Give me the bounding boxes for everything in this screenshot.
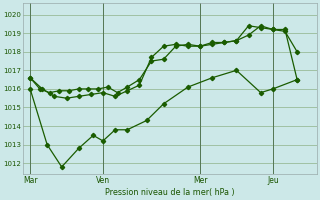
X-axis label: Pression niveau de la mer( hPa ): Pression niveau de la mer( hPa ) [105,188,235,197]
